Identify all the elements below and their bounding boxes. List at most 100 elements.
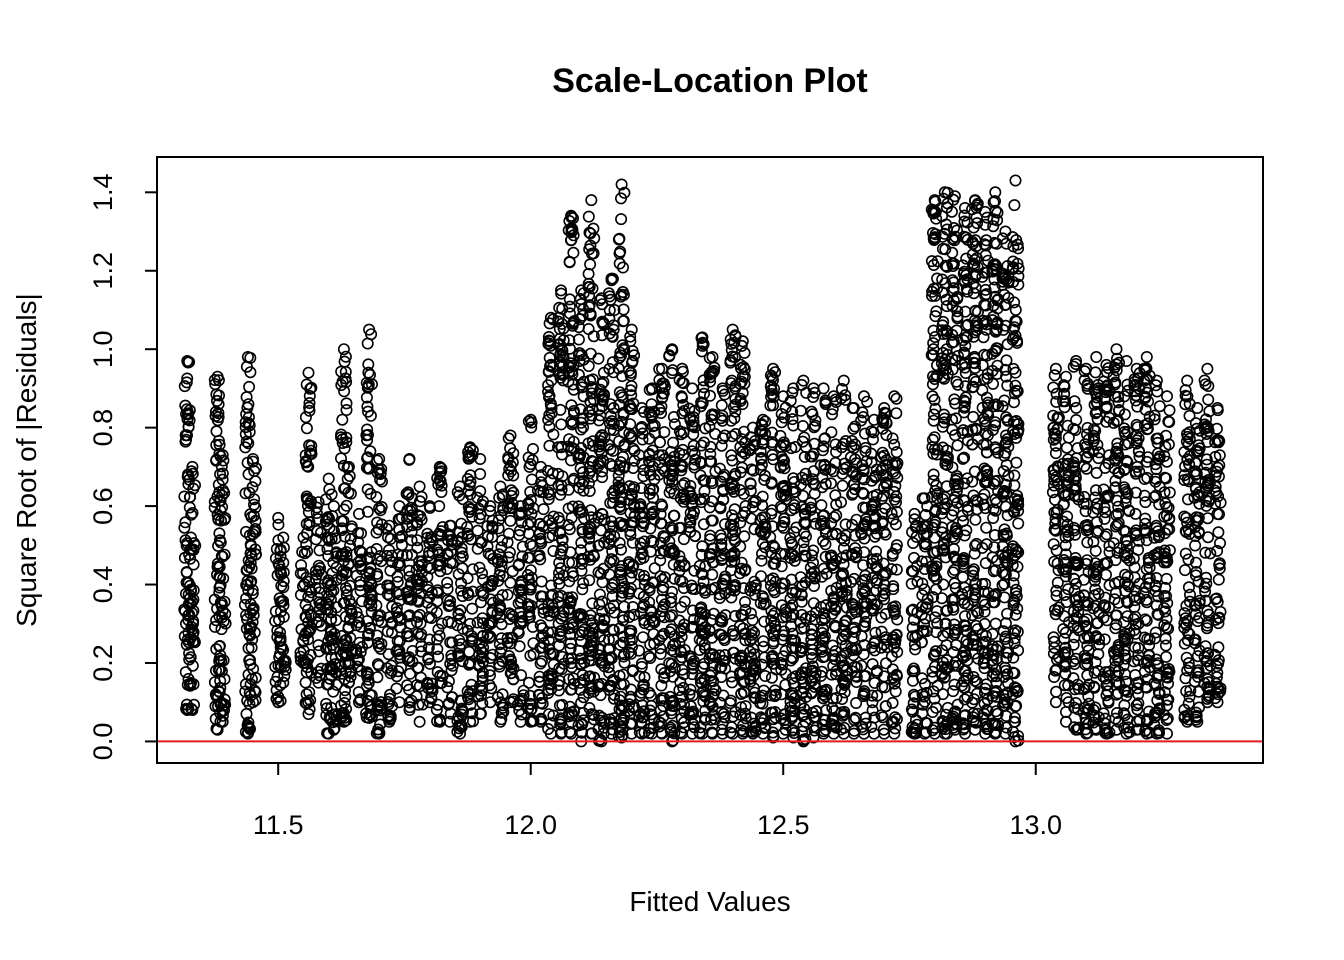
- data-point: [728, 336, 741, 349]
- data-point: [668, 509, 681, 522]
- data-point: [827, 561, 840, 574]
- data-point: [302, 623, 315, 636]
- data-point: [383, 688, 396, 701]
- data-point: [486, 574, 499, 587]
- data-point: [363, 368, 376, 381]
- data-point: [504, 658, 517, 671]
- data-point: [665, 585, 678, 598]
- data-point: [302, 366, 315, 379]
- data-point: [544, 397, 557, 410]
- data-point: [484, 500, 497, 513]
- data-point: [504, 514, 517, 527]
- data-point: [525, 702, 538, 715]
- data-point: [716, 382, 729, 395]
- data-point: [602, 531, 615, 544]
- data-point: [583, 226, 596, 239]
- data-point: [627, 481, 640, 494]
- data-point: [552, 596, 565, 609]
- data-point: [597, 375, 610, 388]
- data-point: [714, 475, 727, 488]
- data-point: [554, 612, 567, 625]
- data-point: [735, 701, 748, 714]
- data-point: [554, 562, 567, 575]
- data-point: [808, 572, 821, 585]
- data-point: [605, 727, 618, 740]
- data-point: [838, 677, 851, 690]
- data-point: [765, 476, 778, 489]
- data-point: [337, 515, 350, 528]
- data-point: [807, 465, 820, 478]
- data-point: [434, 669, 447, 682]
- data-point: [737, 622, 750, 635]
- data-point: [563, 342, 576, 355]
- data-point: [563, 725, 576, 738]
- data-point: [688, 613, 701, 626]
- data-point: [755, 554, 768, 567]
- data-point: [365, 689, 378, 702]
- data-point: [583, 280, 596, 293]
- data-point: [594, 431, 607, 444]
- data-point: [624, 528, 637, 541]
- data-point: [777, 521, 790, 534]
- data-point: [614, 543, 627, 556]
- data-point: [675, 690, 688, 703]
- data-point: [784, 532, 797, 545]
- data-point: [807, 579, 820, 592]
- data-point: [334, 452, 347, 465]
- data-point: [612, 476, 625, 489]
- data-point: [574, 403, 587, 416]
- data-point: [612, 419, 625, 432]
- data-point: [184, 651, 197, 664]
- data-point: [725, 591, 738, 604]
- data-point: [350, 606, 363, 619]
- data-point: [342, 676, 355, 689]
- data-point: [464, 441, 477, 454]
- data-point: [817, 440, 830, 453]
- data-point: [675, 391, 688, 404]
- data-point: [572, 500, 585, 513]
- data-point: [744, 607, 757, 620]
- data-point: [313, 582, 326, 595]
- data-point: [825, 408, 838, 421]
- data-point: [361, 434, 374, 447]
- data-point: [371, 466, 384, 479]
- data-point: [673, 549, 686, 562]
- data-point: [416, 698, 429, 711]
- data-point: [582, 322, 595, 335]
- data-point: [663, 474, 676, 487]
- data-point: [294, 654, 307, 667]
- data-point: [246, 587, 259, 600]
- data-point: [675, 555, 688, 568]
- data-point: [698, 474, 711, 487]
- data-point: [654, 642, 667, 655]
- data-point: [269, 605, 282, 618]
- data-point: [455, 517, 468, 530]
- data-point: [552, 511, 565, 524]
- data-point: [403, 452, 416, 465]
- data-point: [807, 390, 820, 403]
- data-point: [513, 640, 526, 653]
- data-point: [605, 515, 618, 528]
- data-point: [654, 647, 667, 660]
- data-point: [574, 423, 587, 436]
- data-point: [633, 726, 646, 739]
- data-point: [658, 598, 671, 611]
- data-point: [381, 588, 394, 601]
- data-point: [544, 311, 557, 324]
- data-point: [370, 526, 383, 539]
- data-point: [277, 531, 290, 544]
- data-point: [311, 524, 324, 537]
- data-point: [799, 732, 812, 745]
- data-point: [796, 489, 809, 502]
- data-point: [363, 622, 376, 635]
- data-point: [567, 677, 580, 690]
- data-point: [566, 500, 579, 513]
- data-point: [725, 344, 738, 357]
- data-point: [758, 469, 771, 482]
- data-point: [312, 496, 325, 509]
- data-point: [515, 591, 528, 604]
- data-point: [305, 439, 318, 452]
- data-point: [413, 680, 426, 693]
- data-point: [310, 501, 323, 514]
- data-point: [213, 389, 226, 402]
